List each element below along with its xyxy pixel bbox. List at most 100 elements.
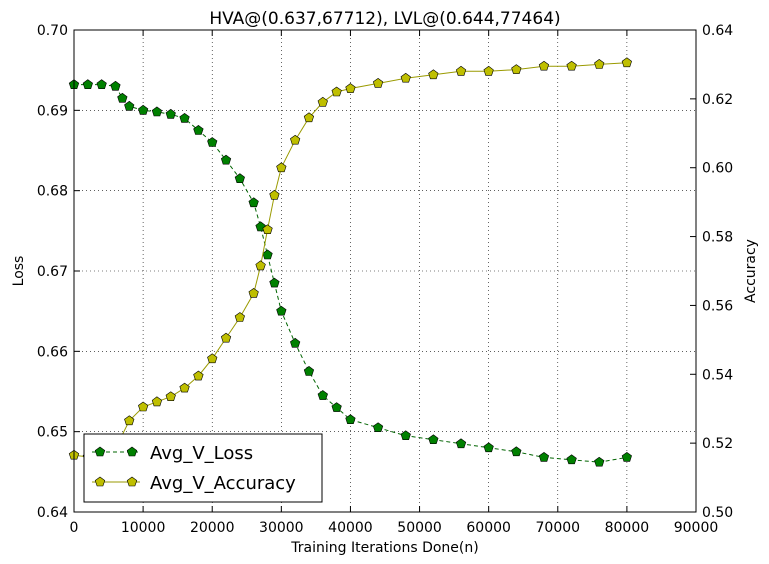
x-axis-label: Training Iterations Done(n) [290, 540, 478, 556]
y-left-tick-label: 0.64 [37, 505, 68, 521]
data-point-loss [428, 434, 439, 445]
data-point-loss [82, 79, 93, 89]
data-point-accuracy [566, 60, 577, 71]
y-right-tick-label: 0.62 [702, 92, 733, 108]
legend-accuracy-marker [94, 476, 106, 487]
data-point-accuracy [400, 72, 411, 83]
data-point-loss [193, 125, 204, 135]
x-tick-label: 40000 [328, 520, 373, 536]
data-point-loss [317, 390, 328, 400]
legend: Avg_V_Loss Avg_V_Accuracy [83, 433, 323, 503]
y-right-tick-label: 0.64 [702, 23, 733, 39]
legend-loss-label: Avg_V_Loss [150, 443, 253, 464]
data-point-loss [151, 106, 163, 117]
chart-title: HVA@(0.637,67712), LVL@(0.644,77464) [209, 9, 560, 29]
data-point-accuracy [303, 112, 315, 123]
data-point-accuracy [276, 162, 287, 173]
data-point-loss [124, 100, 135, 111]
data-point-accuracy [234, 312, 245, 322]
data-point-loss [110, 80, 121, 91]
data-point-accuracy [269, 189, 280, 200]
data-point-loss [345, 414, 356, 425]
y-left-tick-label: 0.68 [37, 184, 68, 200]
data-point-loss [269, 277, 280, 288]
data-point-loss [96, 79, 107, 89]
data-point-accuracy [138, 401, 149, 412]
y-axis-left: 0.64 0.65 0.66 0.67 0.68 0.69 0.70 [37, 23, 80, 521]
legend-accuracy-label: Avg_V_Accuracy [150, 473, 296, 494]
data-point-loss [117, 92, 128, 103]
data-point-accuracy [428, 69, 439, 80]
y-right-tick-label: 0.60 [702, 161, 733, 177]
legend-box [83, 433, 323, 503]
data-point-accuracy [594, 59, 605, 69]
data-point-loss [220, 154, 232, 165]
data-point-loss [372, 422, 384, 433]
data-point-accuracy [248, 288, 259, 298]
x-axis: 0 10000 20000 30000 40000 50000 60000 70000 8000… [70, 30, 719, 536]
y-axis-left-label: Loss [11, 256, 27, 287]
x-tick-label: 50000 [397, 520, 442, 536]
x-tick-label: 70000 [536, 520, 581, 536]
data-point-loss [303, 366, 315, 376]
legend-loss-marker [126, 446, 138, 457]
data-point-loss [207, 137, 218, 147]
y-left-tick-label: 0.69 [37, 103, 68, 119]
data-point-accuracy [124, 415, 135, 426]
series-line-loss [74, 84, 627, 463]
legend-loss-marker [94, 446, 106, 457]
data-point-accuracy [220, 332, 232, 343]
x-tick-label: 30000 [259, 520, 304, 536]
y-left-tick-label: 0.66 [37, 344, 68, 360]
x-tick-label: 10000 [121, 520, 166, 536]
data-point-loss [566, 454, 577, 465]
y-axis-right: 0.50 0.52 0.54 0.56 0.58 0.60 0.62 0.64 [690, 23, 733, 521]
legend-accuracy-markers [94, 476, 138, 487]
legend-loss-markers [94, 446, 138, 457]
data-point-loss [455, 438, 467, 449]
y-right-tick-label: 0.58 [702, 230, 733, 246]
data-point-loss [290, 337, 301, 348]
data-point-accuracy [331, 86, 342, 97]
data-point-loss [400, 430, 411, 441]
y-right-tick-label: 0.56 [702, 298, 733, 314]
data-point-accuracy [621, 57, 632, 68]
data-point-loss [165, 108, 176, 119]
data-point-accuracy [207, 353, 218, 364]
data-point-loss [179, 113, 190, 123]
data-point-loss [138, 104, 149, 115]
series-layer [68, 57, 632, 467]
y-left-tick-label: 0.70 [37, 23, 68, 39]
data-point-loss [331, 402, 342, 412]
data-point-loss [621, 452, 632, 462]
data-point-loss [276, 305, 287, 316]
x-tick-label: 60000 [466, 520, 511, 536]
data-point-accuracy [511, 64, 522, 74]
data-point-loss [538, 452, 550, 462]
data-point-accuracy [255, 260, 266, 271]
data-point-loss [483, 442, 494, 453]
legend-accuracy-marker [126, 476, 138, 487]
data-point-accuracy [317, 96, 328, 107]
x-tick-label: 20000 [190, 520, 235, 536]
data-point-accuracy [290, 134, 301, 145]
data-point-accuracy [455, 65, 467, 76]
data-point-accuracy [179, 382, 190, 393]
x-tick-label: 80000 [605, 520, 650, 536]
data-point-loss [248, 197, 259, 208]
data-point-accuracy [345, 83, 356, 93]
data-point-accuracy [483, 65, 494, 76]
data-point-accuracy [151, 396, 163, 407]
x-tick-label: 90000 [674, 520, 719, 536]
y-right-tick-label: 0.52 [702, 436, 733, 452]
x-tick-label: 0 [70, 520, 79, 536]
data-point-accuracy [193, 370, 204, 381]
data-point-loss [234, 173, 245, 183]
y-right-tick-label: 0.54 [702, 367, 733, 383]
series-loss [68, 79, 632, 467]
data-point-accuracy [372, 78, 384, 88]
data-point-accuracy [165, 391, 176, 402]
data-point-loss [511, 446, 522, 457]
data-point-accuracy [538, 60, 550, 71]
